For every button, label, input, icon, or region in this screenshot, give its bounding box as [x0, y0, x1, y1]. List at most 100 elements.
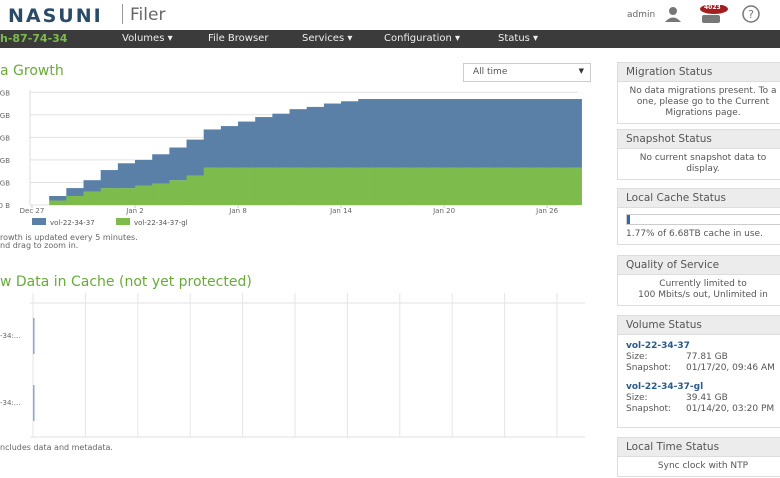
help-glyph: ?: [748, 8, 754, 21]
text: 100 Mbits/s out, Unlimited in: [638, 290, 768, 300]
panel-body: No data migrations present. To a one, pl…: [618, 82, 780, 123]
notification-icon[interactable]: [702, 15, 720, 23]
panel-body: vol-22-34-37 Size: 77.81 GB Snapshot: 01/17/…: [618, 335, 780, 427]
nav-item[interactable]: Services ▾: [302, 33, 353, 44]
area-segment: [461, 167, 479, 205]
nav-item[interactable]: Status ▾: [498, 33, 539, 44]
x-tick-label: Dec 27: [20, 207, 45, 215]
header-icons: ?: [665, 5, 760, 23]
panel: Snapshot Status No current snapshot data…: [617, 129, 780, 180]
area-segment: [444, 99, 462, 168]
row-bar: [33, 318, 35, 354]
volume-row: Snapshot: 01/14/20, 03:20 PM: [626, 404, 780, 415]
field-label: Size:: [626, 393, 648, 403]
area-segment: [117, 188, 136, 205]
user-name[interactable]: admin: [627, 10, 656, 20]
nav-item[interactable]: Volumes ▾: [122, 33, 173, 44]
area-segment: [66, 188, 85, 196]
nav-item[interactable]: File Browser: [208, 33, 268, 44]
area-segment: [272, 167, 291, 205]
nav-item[interactable]: Configuration ▾: [384, 33, 461, 44]
area-segment: [478, 99, 497, 168]
area-segment: [512, 167, 531, 205]
area-segment: [186, 139, 205, 176]
area-segment: [238, 121, 256, 168]
nav-label: File Browser: [208, 33, 269, 44]
row-label: -34:...: [0, 399, 20, 407]
area-segment: [100, 188, 119, 205]
area-segment: [186, 175, 205, 205]
help-icon[interactable]: [742, 5, 760, 23]
area-segment: [203, 129, 222, 168]
area-segment: [169, 180, 188, 205]
area-segment: [444, 167, 462, 205]
area-segment: [169, 147, 188, 181]
area-segment: [323, 167, 342, 205]
area-segment: [203, 167, 222, 205]
area-segment: [512, 99, 531, 168]
panel-title: Volume Status: [618, 316, 780, 335]
panel-title: Local Cache Status: [618, 189, 780, 208]
panel-body: 1.77% of 6.68TB cache in use.: [618, 208, 780, 244]
area-segment: [426, 167, 445, 205]
field-value: 01/17/20, 09:46 AM: [686, 363, 775, 373]
header: NASUNI Filer admin ? 4023: [0, 0, 780, 30]
nav-label: Configuration: [384, 33, 452, 44]
area-segment: [135, 159, 153, 186]
field-value: 01/14/20, 03:20 PM: [686, 404, 775, 414]
user-icon[interactable]: [669, 7, 677, 15]
area-segment: [564, 167, 582, 205]
area-segment: [323, 103, 342, 168]
area-segment: [478, 167, 497, 205]
note: nd drag to zoom in.: [0, 241, 79, 250]
area-segment: [409, 167, 428, 205]
volume-name: vol-22-34-37: [626, 341, 690, 351]
cache-chart: -34:... -34:...: [0, 293, 585, 438]
volume-row: Size: 77.81 GB: [626, 352, 780, 363]
area-segment: [358, 167, 376, 205]
area-segment: [358, 99, 376, 168]
y-tick-label: GB: [0, 179, 10, 187]
area-segment: [152, 154, 170, 184]
nav-label: Services: [302, 33, 345, 44]
note: ncludes data and metadata.: [0, 443, 113, 452]
volume-row: Snapshot: 01/17/20, 09:46 AM: [626, 363, 780, 374]
nav-label: Status: [498, 33, 530, 44]
field-value: 77.81 GB: [686, 352, 728, 362]
separator: [122, 4, 123, 24]
area-segment: [564, 99, 582, 168]
area-segment: [426, 99, 445, 168]
text: Migrations page.: [665, 108, 741, 118]
badge-count: 4023: [704, 4, 721, 11]
section-title: w Data in Cache (not yet protected): [0, 274, 252, 290]
x-tick-label: Jan 26: [535, 207, 558, 215]
field-label: Snapshot:: [626, 404, 672, 414]
legend-label: vol-22-34-37: [50, 219, 95, 227]
panel-title: Quality of Service: [618, 256, 780, 275]
area-segment: [255, 167, 273, 205]
text: No data migrations present. To a: [629, 86, 777, 96]
panel-title: Local Time Status: [618, 438, 780, 457]
area-segment: [392, 167, 411, 205]
area-segment: [152, 183, 170, 205]
range-select[interactable]: All time ▼: [463, 63, 591, 82]
section-title: a Growth: [0, 63, 64, 79]
panel: Quality of Service Currently limited to …: [617, 255, 780, 306]
area-segment: [66, 195, 85, 205]
panel: Local Cache Status 1.77% of 6.68TB cache…: [617, 188, 780, 245]
panel: Volume Status vol-22-34-37 Size: 77.81 GB S…: [617, 315, 780, 428]
area-segment: [49, 195, 67, 201]
area-segment: [135, 185, 153, 205]
logo[interactable]: NASUNI: [8, 5, 103, 27]
volume-row: Size: 39.41 GB: [626, 393, 780, 404]
area-segment: [100, 170, 119, 189]
area-segment: [289, 167, 308, 205]
area-segment: [495, 167, 514, 205]
nav-bar: h-87-74-34 Volumes ▾ File Browser Servic…: [0, 30, 780, 48]
field-label: Snapshot:: [626, 363, 672, 373]
area-segment: [529, 167, 548, 205]
area-segment: [375, 167, 394, 205]
panel-title: Migration Status: [618, 63, 780, 82]
legend-swatch: [116, 218, 130, 225]
